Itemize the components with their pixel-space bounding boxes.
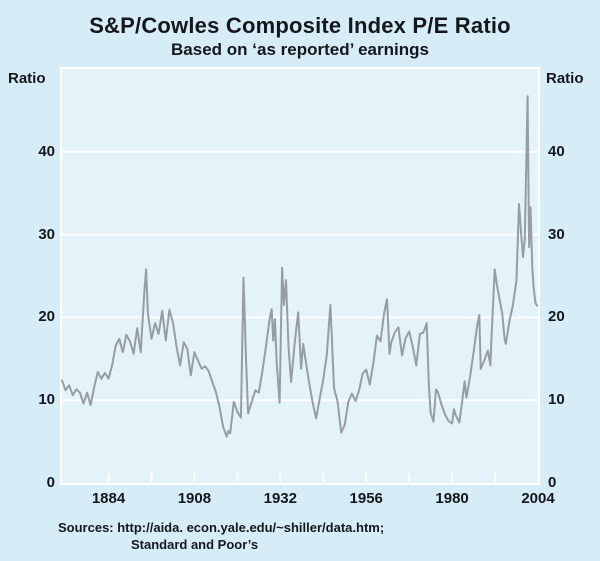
- y-axis-label-right-0: 0: [548, 474, 557, 491]
- y-axis-label-right-10: 10: [548, 391, 565, 409]
- y-axis-label-left-20: 20: [38, 308, 55, 326]
- sources-note-line1: Sources: http://aida. econ.yale.edu/~shi…: [58, 520, 385, 535]
- y-axis-label-right-20: 20: [548, 308, 565, 326]
- x-axis-label-1884: 1884: [91, 490, 126, 507]
- y-axis-label-right-30: 30: [548, 225, 565, 243]
- plot-frame: [60, 67, 540, 485]
- x-axis-label-1908: 1908: [177, 490, 212, 507]
- y-axis-label-right-40: 40: [548, 142, 565, 160]
- x-axis-label-1980: 1980: [435, 490, 469, 507]
- y-axis-label-left-30: 30: [38, 225, 55, 243]
- y-axis-unit-right: Ratio: [546, 70, 584, 87]
- sources-note-line2: Standard and Poor’s: [131, 537, 259, 552]
- x-axis-label-2004: 2004: [521, 490, 555, 507]
- plot-area: [62, 69, 538, 483]
- series-line: [61, 95, 539, 438]
- chart-title: S&P/Cowles Composite Index P/E Ratio: [89, 13, 511, 38]
- y-axis-label-left-0: 0: [46, 474, 55, 491]
- y-axis-label-left-40: 40: [38, 142, 55, 160]
- y-axis-unit-left: Ratio: [8, 70, 46, 87]
- x-axis-label-1956: 1956: [349, 490, 383, 507]
- chart-subtitle: Based on ‘as reported’ earnings: [171, 40, 429, 59]
- x-axis-label-1932: 1932: [263, 490, 297, 507]
- y-axis-label-left-10: 10: [38, 391, 55, 409]
